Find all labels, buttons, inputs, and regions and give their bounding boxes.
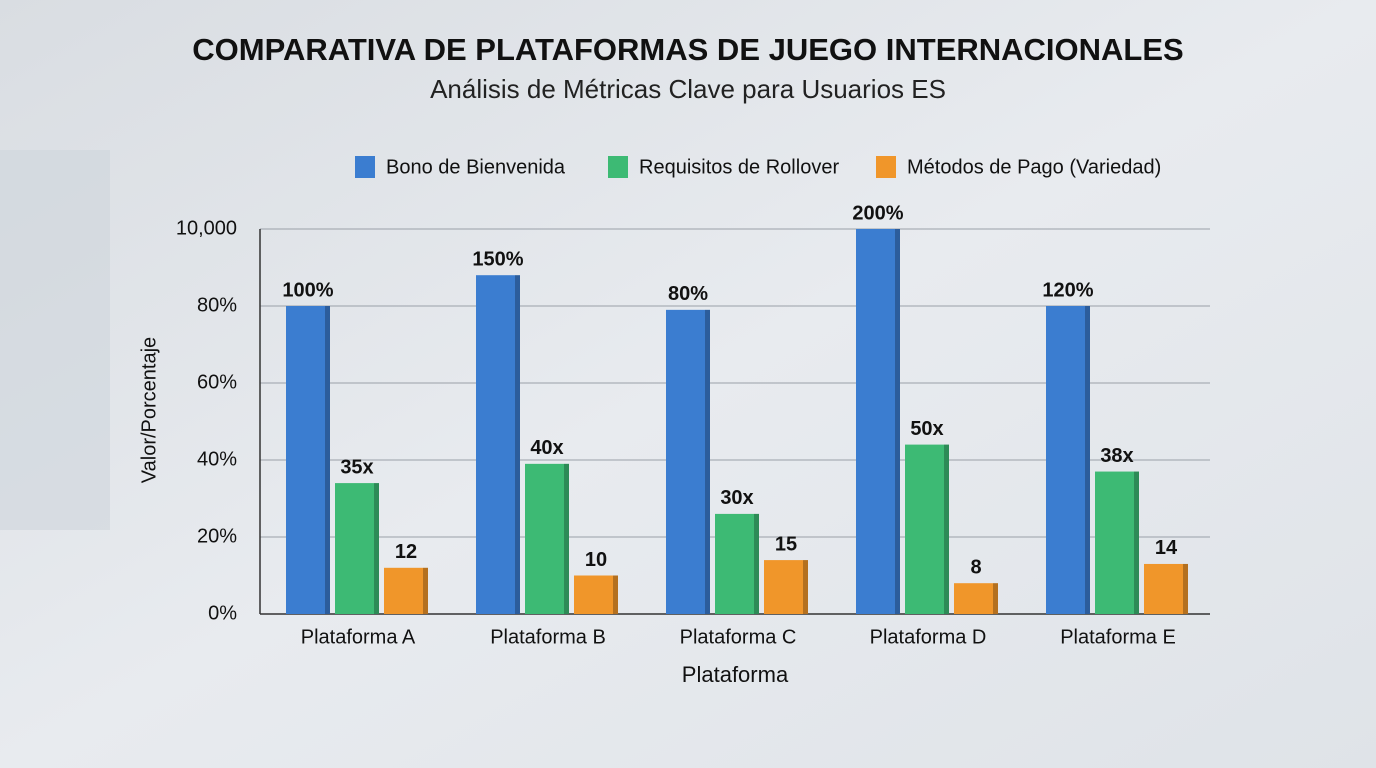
x-tick-label: Plataforma C (680, 626, 797, 648)
y-tick-label: 80% (197, 294, 237, 316)
bar (764, 560, 808, 614)
data-label: 15 (775, 533, 797, 555)
chart-title: COMPARATIVA DE PLATAFORMAS DE JUEGO INTE… (192, 32, 1183, 67)
bar-side (1183, 563, 1188, 614)
data-label: 80% (668, 283, 708, 305)
x-tick-label: Plataforma D (870, 626, 987, 648)
bar (335, 483, 379, 614)
bar (286, 306, 330, 614)
bar-side (423, 567, 428, 614)
data-label: 150% (472, 248, 523, 270)
legend-swatch (876, 156, 896, 178)
bar-side (944, 444, 949, 614)
bar (1046, 306, 1090, 614)
bar-side (895, 229, 900, 614)
data-label: 8 (970, 556, 981, 578)
data-label: 120% (1042, 279, 1093, 301)
x-tick-label: Plataforma B (490, 626, 606, 648)
x-tick-label: Plataforma E (1060, 626, 1176, 648)
bar-side (754, 513, 759, 614)
bar (715, 513, 759, 614)
bar-side (564, 463, 569, 614)
bar-side (374, 483, 379, 614)
data-label: 50x (910, 418, 943, 440)
legend-swatch (608, 156, 628, 178)
bar (856, 229, 900, 614)
bar (1144, 563, 1188, 614)
data-label: 38x (1100, 445, 1133, 467)
bar (666, 309, 710, 614)
bar-side (993, 583, 998, 614)
legend-label: Bono de Bienvenida (386, 156, 566, 178)
y-tick-label: 10,000 (176, 217, 237, 239)
bar-side (1134, 471, 1139, 614)
y-tick-label: 20% (197, 525, 237, 547)
bar (384, 567, 428, 614)
bar-side (1085, 306, 1090, 614)
bar (574, 575, 618, 614)
y-axis-title: Valor/Porcentaje (138, 337, 160, 483)
bar (954, 583, 998, 614)
chart-subtitle: Análisis de Métricas Clave para Usuarios… (430, 74, 946, 104)
legend-swatch (355, 156, 375, 178)
bar (905, 444, 949, 614)
x-tick-label: Plataforma A (301, 626, 416, 648)
data-label: 30x (720, 487, 753, 509)
x-axis-title: Plataforma (682, 662, 789, 687)
data-label: 10 (585, 549, 607, 571)
bar (476, 275, 520, 614)
bar-side (515, 275, 520, 614)
bar-side (613, 575, 618, 614)
data-label: 40x (530, 437, 563, 459)
background-window (0, 150, 110, 530)
bar (1095, 471, 1139, 614)
bar-side (803, 560, 808, 614)
legend-label: Métodos de Pago (Variedad) (907, 156, 1161, 178)
bar-side (325, 306, 330, 614)
y-tick-label: 60% (197, 371, 237, 393)
data-label: 12 (395, 541, 417, 563)
bar-side (705, 309, 710, 614)
legend-label: Requisitos de Rollover (639, 156, 839, 178)
y-tick-label: 0% (208, 602, 237, 624)
bar (525, 463, 569, 614)
data-label: 200% (852, 202, 903, 224)
y-tick-label: 40% (197, 448, 237, 470)
data-label: 100% (282, 279, 333, 301)
data-label: 14 (1155, 537, 1178, 559)
data-label: 35x (340, 456, 373, 478)
